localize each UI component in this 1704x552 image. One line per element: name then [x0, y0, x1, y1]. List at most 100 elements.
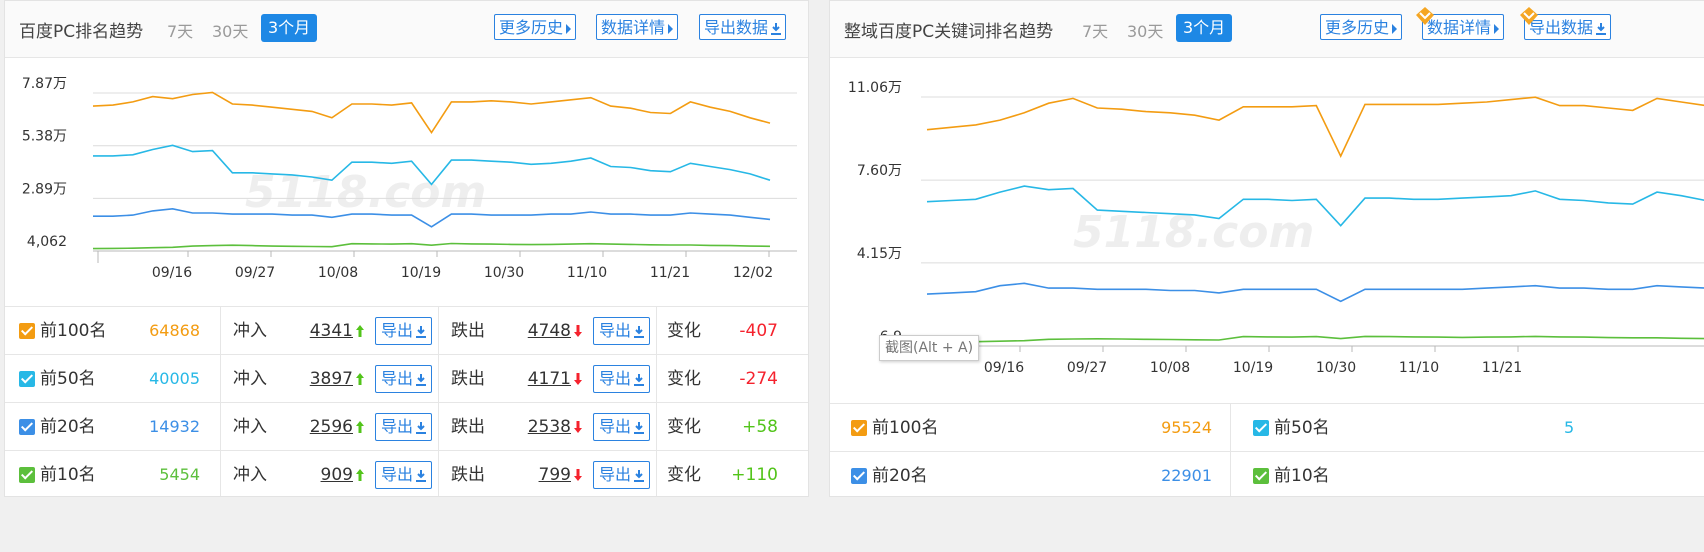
out-value[interactable]: 4748 — [527, 321, 571, 341]
table-row: 前20名 14932 冲入 2596 导出 跌出 2538 导出 变化 +58 — [5, 402, 808, 451]
change-value: +58 — [742, 417, 778, 437]
more-history-label: 更多历史 — [1325, 18, 1390, 37]
divider — [656, 355, 657, 403]
out-count[interactable]: 4748 — [528, 307, 583, 355]
series-checkbox[interactable] — [19, 419, 35, 435]
table-row: 前100名 64868 冲入 4341 导出 跌出 4748 导出 变化 -40… — [5, 306, 808, 355]
arrow-down-icon — [574, 325, 582, 337]
in-value[interactable]: 2596 — [309, 417, 353, 437]
range-3m[interactable]: 3个月 — [1176, 14, 1233, 42]
more-history-button[interactable]: 更多历史 — [1320, 14, 1403, 40]
row-value: 14932 — [149, 417, 200, 436]
caret-right-icon — [566, 23, 572, 34]
export-in-button[interactable]: 导出 — [375, 317, 432, 345]
vip-badge-icon — [1520, 7, 1538, 25]
divider — [1230, 452, 1231, 496]
change-label: 变化 — [667, 417, 701, 437]
out-label: 跌出 — [451, 417, 485, 437]
export-label: 导出 — [598, 369, 631, 388]
export-label: 导出 — [598, 465, 631, 484]
divider — [438, 451, 439, 496]
out-value[interactable]: 2538 — [527, 417, 571, 437]
out-count[interactable]: 799 — [538, 451, 583, 496]
row-value: 5454 — [159, 465, 200, 484]
out-value[interactable]: 4171 — [527, 369, 571, 389]
domain-keyword-trend-panel: 整域百度PC关键词排名趋势 7天 30天 3个月 更多历史 数据详情 导出数据 … — [829, 0, 1704, 497]
export-label: 导出 — [380, 369, 413, 388]
table-row: 前20名 22901 前10名 — [830, 451, 1704, 496]
export-out-button[interactable]: 导出 — [593, 413, 650, 441]
download-icon — [634, 325, 644, 338]
row-value: 5 — [1564, 418, 1575, 437]
out-count[interactable]: 4171 — [528, 355, 583, 403]
export-data-button[interactable]: 导出数据 — [1524, 14, 1612, 40]
change-label: 变化 — [667, 321, 701, 341]
export-out-button[interactable]: 导出 — [593, 317, 650, 345]
in-value[interactable]: 909 — [320, 465, 353, 485]
caret-right-icon — [1392, 23, 1398, 34]
vip-badge-icon — [1416, 7, 1434, 25]
range-7d[interactable]: 7天 — [1082, 22, 1109, 41]
series-checkbox[interactable] — [1253, 468, 1269, 484]
export-in-button[interactable]: 导出 — [375, 461, 432, 489]
in-value[interactable]: 4341 — [309, 321, 353, 341]
divider — [438, 355, 439, 403]
series-checkbox[interactable] — [19, 323, 35, 339]
export-data-button[interactable]: 导出数据 — [699, 14, 787, 40]
out-value[interactable]: 799 — [538, 465, 571, 485]
in-count[interactable]: 909 — [320, 451, 365, 496]
series-checkbox[interactable] — [19, 467, 35, 483]
out-count[interactable]: 2538 — [528, 403, 583, 451]
export-label: 导出 — [380, 321, 413, 340]
series-checkbox[interactable] — [851, 468, 867, 484]
data-details-button[interactable]: 数据详情 — [1422, 14, 1505, 40]
data-details-button[interactable]: 数据详情 — [596, 14, 679, 40]
export-data-label: 导出数据 — [704, 18, 769, 37]
change-value: +110 — [731, 465, 778, 485]
download-icon — [1596, 22, 1607, 35]
row-value: 95524 — [1161, 418, 1212, 437]
series-checkbox[interactable] — [1253, 420, 1269, 436]
row-label: 前10名 — [40, 465, 96, 485]
panel-title: 百度PC排名趋势 — [19, 22, 144, 42]
table-row: 前10名 5454 冲入 909 导出 跌出 799 导出 变化 +110 — [5, 450, 808, 496]
more-history-button[interactable]: 更多历史 — [494, 14, 577, 40]
in-count[interactable]: 4341 — [310, 307, 365, 355]
series-checkbox[interactable] — [19, 371, 35, 387]
download-icon — [634, 373, 644, 386]
series-checkbox[interactable] — [851, 420, 867, 436]
divider — [220, 451, 221, 496]
panel-header: 整域百度PC关键词排名趋势 7天 30天 3个月 更多历史 数据详情 导出数据 — [830, 1, 1704, 58]
row-label: 前10名 — [1274, 466, 1330, 486]
in-label: 冲入 — [233, 417, 267, 437]
export-out-button[interactable]: 导出 — [593, 365, 650, 393]
range-7d[interactable]: 7天 — [167, 22, 194, 41]
x-tick-label: 11/10 — [567, 265, 607, 281]
row-label: 前100名 — [872, 418, 939, 438]
range-3m[interactable]: 3个月 — [261, 14, 318, 42]
in-value[interactable]: 3897 — [309, 369, 353, 389]
series-line — [926, 96, 1704, 158]
x-tick-label: 12/02 — [733, 265, 773, 281]
in-label: 冲入 — [233, 321, 267, 341]
range-30d[interactable]: 30天 — [212, 22, 249, 41]
download-icon — [416, 421, 426, 434]
arrow-down-icon — [574, 469, 582, 481]
screenshot-tooltip: 截图(Alt + A) — [879, 335, 980, 361]
export-in-button[interactable]: 导出 — [375, 413, 432, 441]
row-label: 前20名 — [40, 417, 96, 437]
row-label: 前100名 — [40, 321, 107, 341]
divider — [438, 403, 439, 451]
y-tick-label: 2.89万 — [22, 181, 67, 197]
in-count[interactable]: 2596 — [310, 403, 365, 451]
row-value: 22901 — [1161, 466, 1212, 485]
change-label: 变化 — [667, 369, 701, 389]
export-label: 导出 — [380, 417, 413, 436]
export-out-button[interactable]: 导出 — [593, 461, 650, 489]
y-tick-label: 7.87万 — [22, 76, 67, 92]
in-count[interactable]: 3897 — [310, 355, 365, 403]
range-30d[interactable]: 30天 — [1127, 22, 1164, 41]
export-in-button[interactable]: 导出 — [375, 365, 432, 393]
more-history-label: 更多历史 — [499, 18, 564, 37]
x-tick-label: 09/16 — [152, 265, 192, 281]
